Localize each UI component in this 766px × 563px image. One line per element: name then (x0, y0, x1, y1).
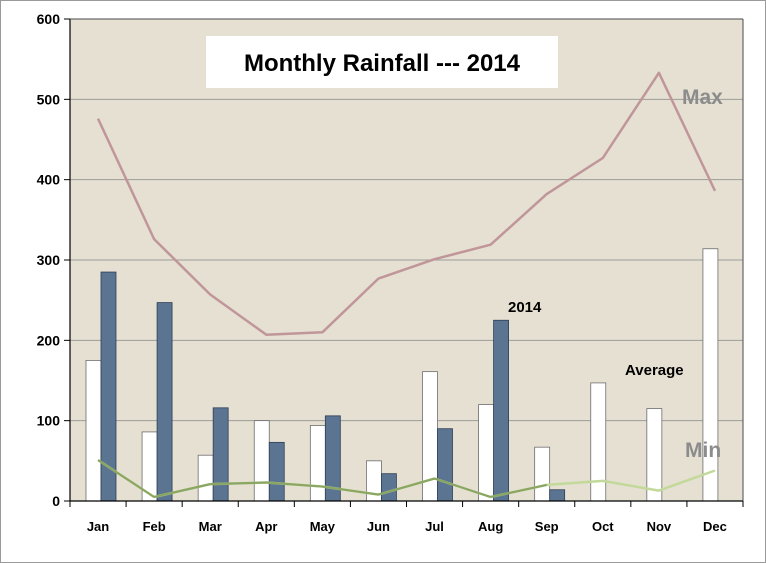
min-series-label: Min (685, 439, 721, 462)
bar-2014 (268, 441, 285, 502)
x-tick-label: Dec (703, 519, 727, 534)
x-tick-label: Feb (143, 519, 166, 534)
y-tick-label: 0 (52, 493, 60, 509)
y-tick-label: 100 (37, 413, 61, 429)
year-2014-series-label: 2014 (508, 299, 542, 316)
bar-average (646, 408, 663, 502)
segment-min-dark (490, 483, 547, 499)
x-tick-label: Jan (87, 519, 109, 534)
title-box (206, 36, 558, 88)
bar-2014 (549, 489, 566, 502)
bars (85, 248, 719, 502)
x-tick-label: Oct (592, 519, 614, 534)
bar-average (309, 425, 326, 502)
segment-min-dark (153, 483, 211, 499)
y-tick-label: 300 (37, 252, 61, 268)
segment-min-dark (266, 481, 323, 488)
bar-2014 (156, 302, 173, 502)
bar-average (253, 420, 270, 502)
max-series-label: Max (682, 86, 723, 109)
x-tick-label: Nov (647, 519, 672, 534)
bar-2014 (493, 319, 509, 502)
bar-average (702, 248, 719, 502)
axes (69, 18, 744, 502)
bar-2014 (212, 407, 229, 502)
bar-average (590, 382, 607, 502)
y-tick-label: 600 (37, 11, 61, 27)
x-tick-label: May (310, 519, 336, 534)
bar-2014 (437, 428, 453, 502)
lines (96, 71, 717, 499)
y-tick-label: 200 (37, 332, 61, 348)
segment-min-dark (378, 477, 435, 496)
segment-min-dark (434, 477, 491, 499)
segment-min-dark (97, 459, 155, 498)
y-tick-label: 500 (37, 91, 61, 107)
x-tick-label: Apr (255, 519, 277, 534)
bar-average (85, 360, 102, 502)
average-series-label: Average (625, 362, 684, 379)
bar-2014 (381, 473, 397, 502)
x-tick-label: Aug (478, 519, 503, 534)
x-tick-label: Sep (535, 519, 559, 534)
segment-min-dark (322, 485, 379, 496)
y-tick-label: 400 (37, 172, 61, 188)
chart-title: Monthly Rainfall --- 2014 (244, 50, 521, 77)
bar-average (534, 446, 551, 502)
y-axis-ticks: 0 100 200 300 400 500 600 (37, 11, 70, 509)
bar-average (478, 404, 494, 502)
segment-min-dark (210, 481, 267, 486)
x-axis-ticks: Jan Feb Mar Apr May Jun Jul Aug Sep Oct Nov Dec (69, 501, 744, 534)
bar-average (197, 454, 214, 502)
x-tick-label: Jun (367, 519, 390, 534)
x-tick-label: Mar (199, 519, 222, 534)
x-tick-label: Jul (425, 519, 444, 534)
series-line-max (96, 71, 717, 336)
